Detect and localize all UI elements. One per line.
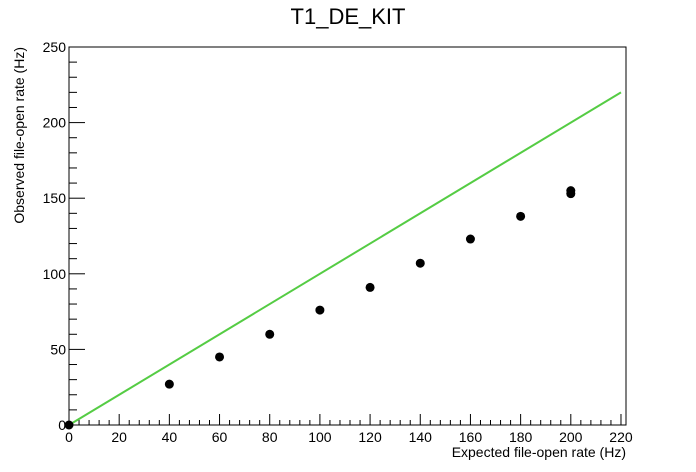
y-tick-label: 50 <box>50 341 66 357</box>
y-axis-label: Observed file-open rate (Hz) <box>11 47 27 224</box>
y-tick-label: 250 <box>43 39 67 55</box>
x-axis-ticks <box>68 414 622 425</box>
x-axis-label: Expected file-open rate (Hz) <box>452 444 626 460</box>
x-tick-label: 180 <box>509 429 533 445</box>
series-layer <box>64 91 622 430</box>
y-tick-label: 100 <box>43 266 67 282</box>
x-axis-tick-labels: 0 20 40 60 80 100 120 140 160 180 200 220 <box>65 429 633 445</box>
y-tick-label: 0 <box>58 417 66 433</box>
data-point <box>164 379 174 389</box>
data-point <box>315 305 325 315</box>
x-tick-label: 40 <box>162 429 178 445</box>
y-axis-tick-labels: 0 50 100 150 200 250 <box>43 39 67 433</box>
x-tick-label: 220 <box>609 429 633 445</box>
x-tick-label: 0 <box>65 429 73 445</box>
data-point <box>566 186 576 196</box>
y-tick-label: 150 <box>43 190 67 206</box>
data-point <box>415 258 425 268</box>
x-tick-label: 80 <box>262 429 278 445</box>
x-tick-label: 60 <box>212 429 228 445</box>
data-point <box>365 282 375 292</box>
chart-title: T1_DE_KIT <box>291 4 406 29</box>
data-point <box>64 420 74 430</box>
x-tick-label: 200 <box>559 429 583 445</box>
data-point <box>265 329 275 339</box>
y-tick-label: 200 <box>43 115 67 131</box>
x-tick-label: 140 <box>409 429 433 445</box>
data-point <box>465 234 475 244</box>
y-axis-ticks <box>69 46 85 426</box>
x-tick-label: 120 <box>358 429 382 445</box>
x-tick-label: 100 <box>308 429 332 445</box>
x-tick-label: 20 <box>111 429 127 445</box>
data-point <box>215 352 225 362</box>
data-point <box>516 211 526 221</box>
reference-line <box>68 91 622 426</box>
plot-frame <box>68 46 627 426</box>
x-tick-label: 160 <box>459 429 483 445</box>
